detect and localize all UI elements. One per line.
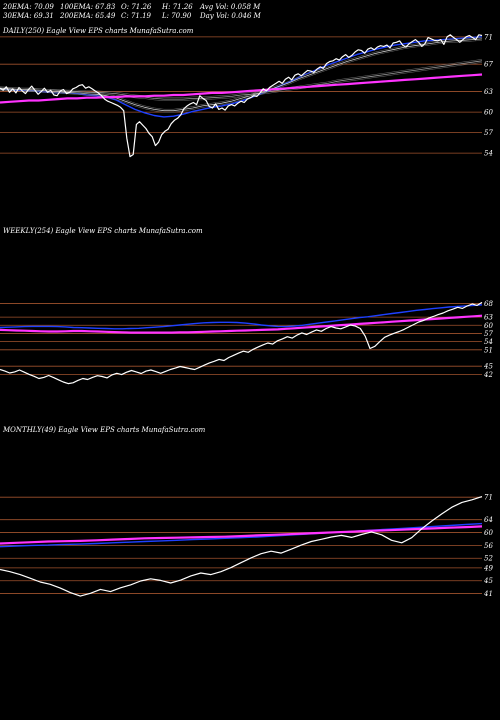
monthly-panel-label: MONTHLY(49) Eagle View EPS charts Munafa… [3, 426, 206, 434]
weekly-ema-long-line [0, 314, 483, 334]
header-close: C: 71.19 [121, 12, 151, 20]
daily-ema-100-ribbon-0 [0, 59, 483, 98]
header-open: O: 71.26 [121, 3, 152, 11]
daily-price-line [0, 34, 483, 158]
weekly-panel-label: WEEKLY(254) Eagle View EPS charts Munafa… [3, 227, 203, 235]
monthly-tick-label-41: 41 [483, 590, 493, 598]
weekly-tick-label-63: 63 [484, 314, 493, 322]
daily-tick-label-60: 60 [484, 109, 493, 117]
daily-ema-200-line [0, 73, 483, 104]
daily-tick-label-54: 54 [484, 150, 493, 158]
daily-ema-30-ribbon-1 [0, 40, 483, 113]
monthly-tick-label-60: 60 [484, 529, 493, 537]
header-ema100: 100EMA: 67.83 [60, 3, 116, 11]
weekly-tick-label-54: 54 [484, 338, 493, 346]
daily-ema-100-line [0, 60, 483, 100]
daily-tick-label-71: 71 [484, 33, 493, 41]
daily-tick-label-67: 67 [484, 61, 493, 69]
header-avg-vol: Avg Vol: 0.058 M [200, 3, 261, 11]
header-ema20: 20EMA: 70.09 [3, 3, 54, 11]
weekly-tick-label-51: 51 [484, 346, 493, 354]
daily-ema-100-ribbon-1 [0, 62, 483, 101]
header-high: H: 71.26 [162, 3, 193, 11]
daily-tick-label-57: 57 [484, 129, 493, 137]
daily-panel-label: DAILY(250) Eagle View EPS charts MunafaS… [3, 27, 194, 35]
weekly-tick-label-57: 57 [484, 330, 493, 338]
header-day-vol: Day Vol: 0.046 M [200, 12, 261, 20]
monthly-tick-label-64: 64 [484, 516, 493, 524]
weekly-tick-label-60: 60 [484, 322, 493, 330]
weekly-tick-label-68: 68 [484, 300, 493, 308]
monthly-ema-long-line [0, 525, 483, 545]
monthly-tick-label-52: 52 [484, 555, 493, 563]
monthly-tick-label-71: 71 [484, 494, 493, 502]
weekly-tick-label-45: 45 [483, 363, 493, 371]
monthly-ema-short-line [0, 522, 483, 548]
monthly-tick-label-56: 56 [484, 542, 493, 550]
monthly-tick-label-49: 49 [483, 564, 493, 572]
weekly-price-line [0, 301, 483, 385]
daily-tick-label-63: 63 [484, 88, 493, 96]
monthly-tick-label-45: 45 [483, 577, 493, 585]
header-ema30: 30EMA: 69.31 [3, 12, 54, 20]
daily-ema-20-line [0, 36, 483, 118]
monthly-price-line [0, 496, 483, 597]
weekly-tick-label-42: 42 [483, 371, 493, 379]
weekly-ema-short-line [0, 304, 483, 330]
header-low: L: 70.90 [162, 12, 192, 20]
header-ema200: 200EMA: 65.49 [60, 12, 116, 20]
